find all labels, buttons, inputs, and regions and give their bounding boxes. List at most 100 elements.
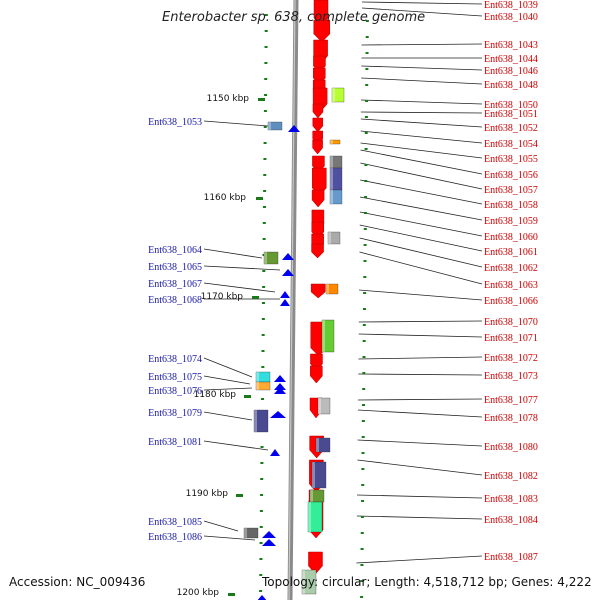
tick-dot	[259, 526, 263, 528]
gene-label-right: Ent638_1039	[484, 0, 538, 11]
gene-label-left: Ent638_1076	[148, 386, 202, 397]
leader-line-right	[360, 118, 483, 128]
forward-gene-arrow	[312, 117, 324, 133]
feature-box-shine	[254, 410, 257, 432]
feature-box-shine	[312, 462, 315, 488]
leader-line-right	[359, 237, 483, 268]
tick-dot	[365, 84, 369, 86]
gene-label-left: Ent638_1074	[148, 354, 202, 365]
ruler-label-1150: 1150 kbp	[207, 94, 250, 104]
reverse-gene-arrow	[282, 253, 294, 260]
feature-box	[327, 231, 341, 245]
gene-label-right: Ent638_1080	[484, 442, 538, 453]
feature-box	[329, 189, 343, 205]
reverse-gene-arrow	[282, 269, 294, 276]
tick-dot	[364, 164, 368, 166]
forward-gene-arrow	[310, 283, 326, 299]
gene-label-left: Ent638_1064	[148, 245, 202, 256]
leader-line-right	[359, 196, 483, 221]
genome-backbone	[287, 0, 299, 600]
tick-dot	[262, 270, 266, 272]
leader-line-right	[357, 439, 483, 447]
leader-line-right	[361, 1, 483, 5]
reverse-gene-arrow	[262, 539, 276, 546]
gene-label-right: Ent638_1084	[484, 515, 538, 526]
tick-dot	[363, 292, 367, 294]
ruler-label-1180: 1180 kbp	[194, 390, 237, 400]
forward-gene-arrow	[312, 139, 323, 155]
feature-box-shine	[322, 320, 325, 352]
tick-dot	[261, 398, 265, 400]
reverse-gene-arrow	[270, 449, 280, 456]
tick-dot	[363, 276, 367, 278]
genome-title: Enterobacter sp. 638, complete genome	[162, 10, 426, 25]
feature-box	[307, 501, 323, 533]
leader-line-right	[357, 409, 483, 418]
leader-line-right	[358, 333, 483, 338]
feature-box-shine	[330, 156, 333, 168]
tick-dot	[259, 558, 263, 560]
gene-label-right: Ent638_1063	[484, 280, 538, 291]
feature-box-shine	[330, 168, 333, 190]
leader-lines	[203, 1, 483, 564]
gene-label-right: Ent638_1087	[484, 552, 538, 563]
gene-label-right: Ent638_1054	[484, 139, 538, 150]
reverse-gene-arrow	[274, 383, 286, 390]
feature-box	[317, 397, 331, 415]
feature-box-shine	[330, 190, 333, 204]
reverse-gene-arrow	[274, 375, 286, 382]
leader-line-right	[361, 7, 483, 17]
tick-dot	[365, 100, 369, 102]
tick-dot	[363, 260, 367, 262]
leader-line-right	[360, 149, 483, 175]
gene-label-right: Ent638_1066	[484, 296, 538, 307]
tick-dot	[362, 404, 366, 406]
feature-box	[315, 437, 331, 453]
leader-line-right	[356, 555, 483, 564]
tick-dot	[262, 222, 266, 224]
gene-label-left: Ent638_1075	[148, 372, 202, 383]
tick-dot	[365, 36, 369, 38]
tick-dot	[260, 446, 264, 448]
leader-line-left	[203, 411, 253, 421]
gene-label-right: Ent638_1073	[484, 371, 538, 382]
tick-dot	[362, 372, 366, 374]
tick-dot	[360, 596, 364, 598]
gene-label-right: Ent638_1078	[484, 413, 538, 424]
feature-box	[301, 569, 317, 595]
tick-dot	[364, 132, 368, 134]
tick-dot	[260, 494, 264, 496]
gene-label-right: Ent638_1055	[484, 154, 538, 165]
tick-dot	[360, 580, 364, 582]
tick-dot	[263, 190, 267, 192]
tick-dot	[365, 68, 369, 70]
tick-dot	[263, 110, 267, 112]
tick-dot	[261, 318, 265, 320]
tick-dot	[260, 478, 264, 480]
leader-line-right	[357, 494, 483, 499]
gene-label-right: Ent638_1046	[484, 66, 538, 77]
gene-label-left: Ent638_1086	[148, 532, 202, 543]
leader-line-right	[358, 373, 483, 376]
feature-box	[329, 139, 341, 145]
gene-label-right: Ent638_1071	[484, 333, 538, 344]
tick-dot	[363, 244, 367, 246]
tick-dot	[264, 14, 268, 16]
tick-dot	[261, 366, 265, 368]
leader-line-right	[358, 356, 483, 360]
feature-box-shine	[318, 398, 321, 414]
leader-line-right	[359, 224, 483, 252]
ruler-tick	[244, 395, 251, 398]
leader-line-left	[203, 440, 269, 451]
feature-box	[325, 283, 339, 295]
feature-box	[253, 409, 269, 433]
leader-line-right	[360, 111, 483, 114]
topology-text: Topology: circular; Length: 4,518,712 bp…	[262, 575, 592, 589]
forward-gene-arrow	[312, 103, 324, 119]
feature-box	[321, 319, 335, 353]
feature-box-shine	[310, 490, 313, 502]
tick-dot	[259, 574, 263, 576]
leader-line-left	[203, 535, 256, 541]
leader-line-right	[360, 99, 483, 105]
